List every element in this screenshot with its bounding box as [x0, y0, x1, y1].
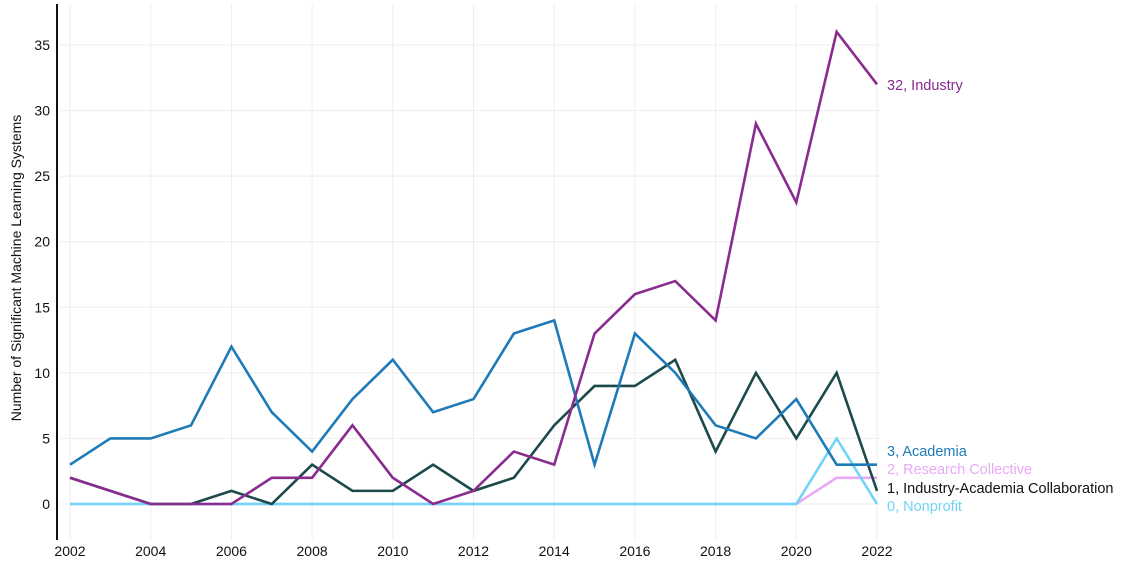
- x-tick-labels: 2002 2004 2006 2008 2010 2012 2014 2016 2018 2020…: [54, 543, 892, 559]
- end-label-research-collective: 2, Research Collective: [887, 462, 1032, 478]
- x-tick-label: 2008: [297, 543, 328, 559]
- x-tick-label: 2006: [216, 543, 247, 559]
- end-label-nonprofit: 0, Nonprofit: [887, 499, 962, 515]
- y-tick-label: 15: [34, 299, 50, 315]
- end-label-industry-academia-collaboration: 1, Industry-Academia Collaboration: [887, 481, 1113, 497]
- y-tick-labels: 0 5 10 15 20 25 30 35: [34, 37, 50, 512]
- y-tick-label: 30: [34, 103, 50, 119]
- x-tick-label: 2014: [539, 543, 570, 559]
- y-axis-label: Number of Significant Machine Learning S…: [8, 115, 24, 422]
- series-line-industry: [69, 28, 879, 506]
- series-lines: [69, 28, 879, 506]
- end-label-industry: 32, Industry: [887, 78, 964, 94]
- x-tick-label: 2018: [700, 543, 731, 559]
- y-tick-label: 25: [34, 168, 50, 184]
- end-label-academia: 3, Academia: [887, 444, 968, 460]
- end-labels: 32, Industry 3, Academia 2, Research Colle…: [887, 78, 1113, 515]
- x-tick-label: 2002: [54, 543, 85, 559]
- grid: [60, 4, 880, 540]
- x-tick-label: 2020: [781, 543, 812, 559]
- x-tick-label: 2004: [135, 543, 166, 559]
- y-tick-label: 35: [34, 37, 50, 53]
- y-tick-label: 0: [42, 496, 50, 512]
- y-tick-label: 10: [34, 365, 50, 381]
- series-line-academia: [69, 318, 877, 470]
- x-tick-label: 2016: [619, 543, 650, 559]
- x-tick-label: 2022: [861, 543, 892, 559]
- x-tick-label: 2012: [458, 543, 489, 559]
- x-tick-label: 2010: [377, 543, 408, 559]
- y-tick-label: 5: [42, 430, 50, 446]
- y-tick-label: 20: [34, 234, 50, 250]
